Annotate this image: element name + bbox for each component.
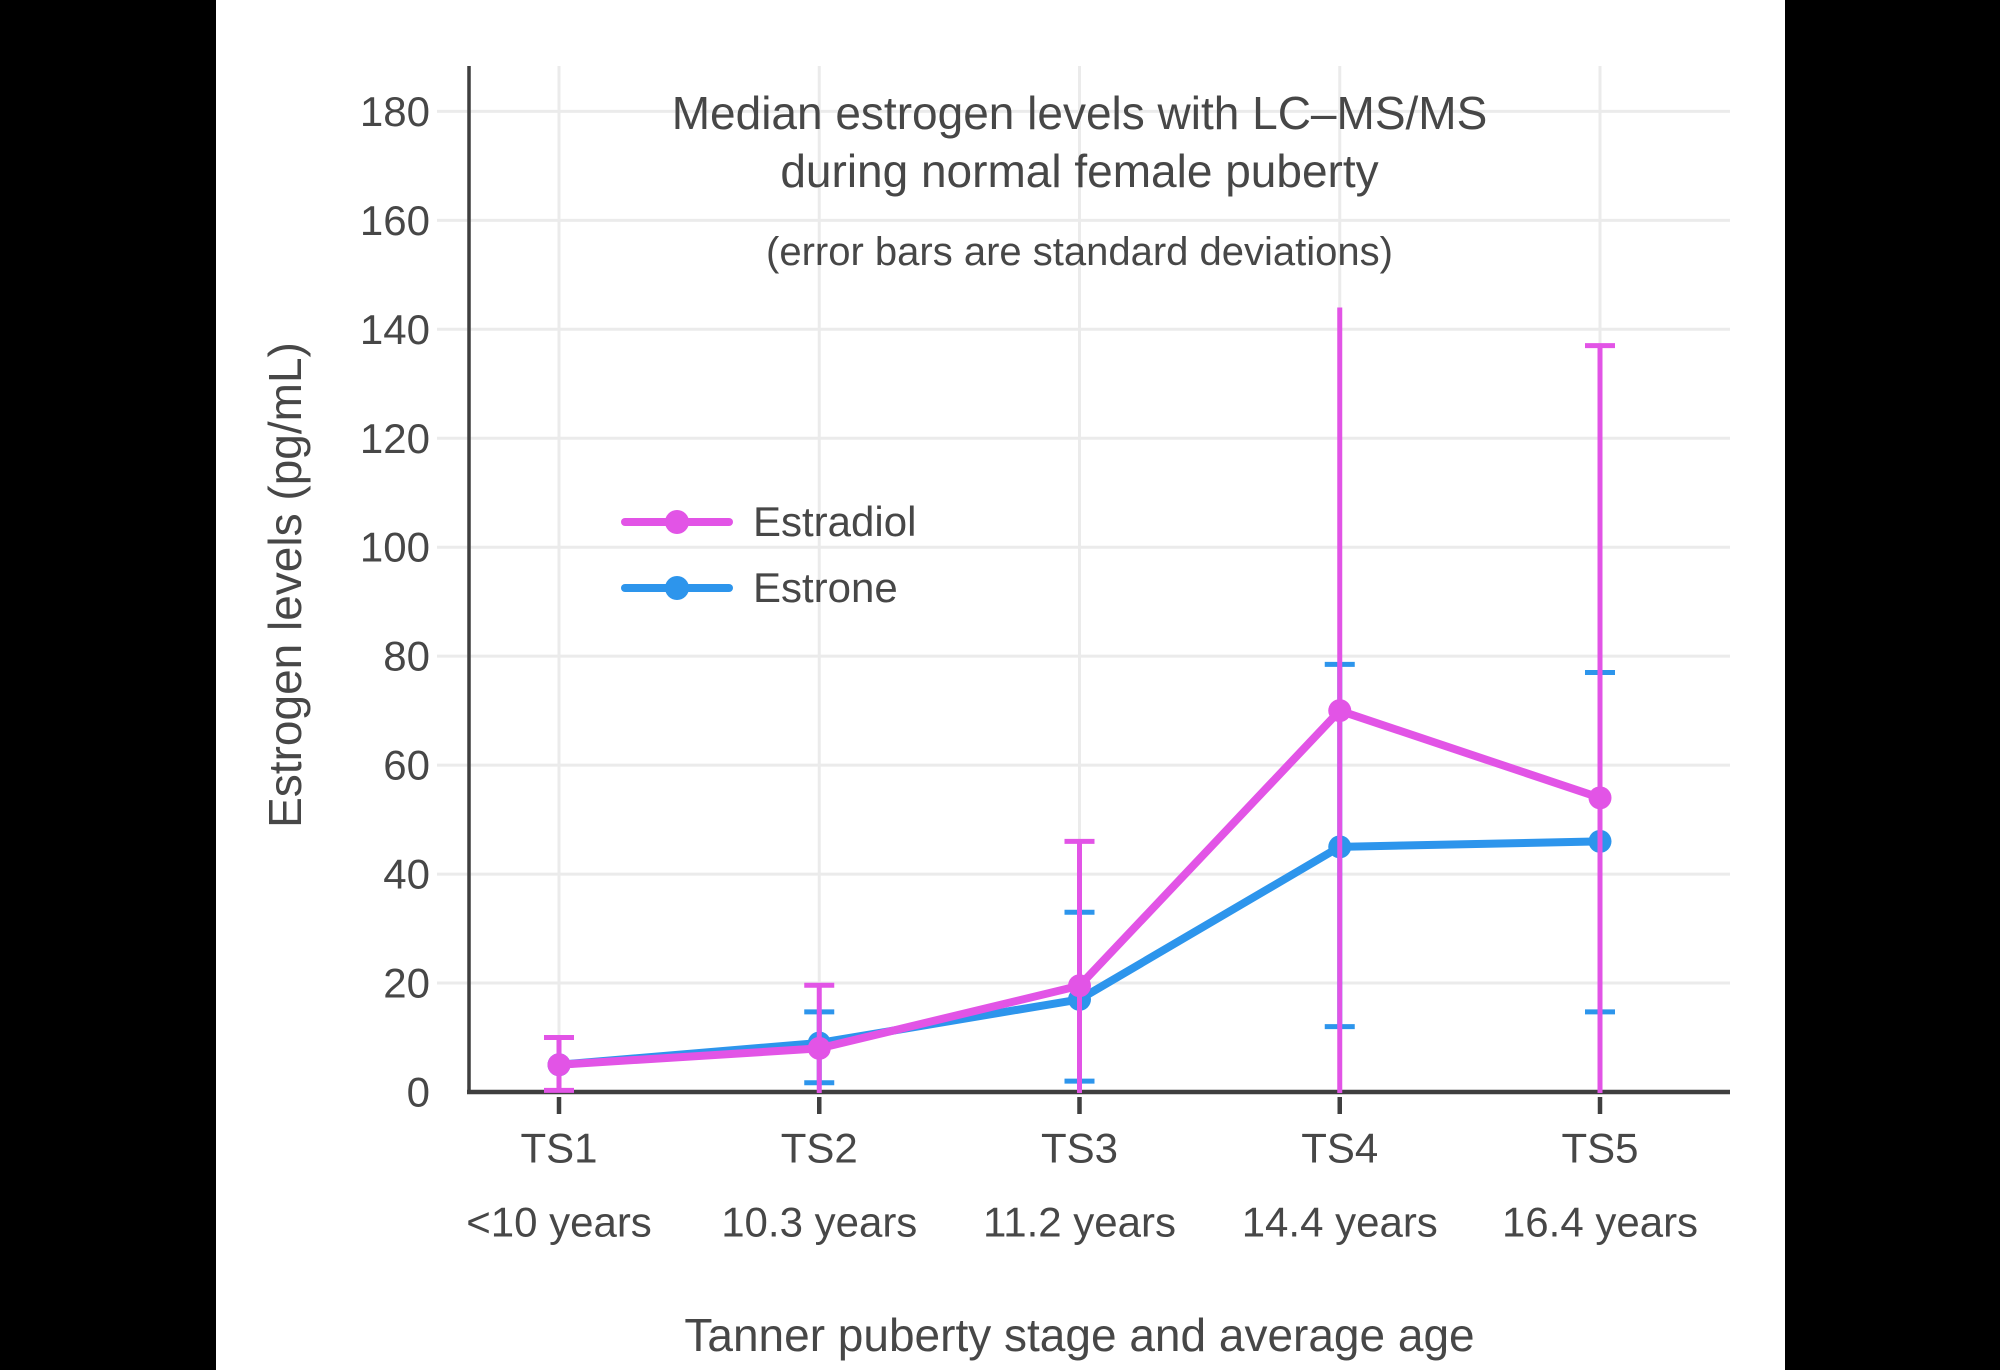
x-tick-label-TS3: TS3 (1041, 1125, 1118, 1172)
y-tick-label-80: 80 (383, 633, 430, 680)
x-tick-label-TS5: TS5 (1561, 1125, 1638, 1172)
x-age-label-TS4: 14.4 years (1242, 1199, 1438, 1246)
x-tick-label-TS4: TS4 (1301, 1125, 1378, 1172)
data-point-Estradiol-TS3 (1068, 974, 1091, 998)
x-tick-label-TS1: TS1 (520, 1125, 597, 1172)
y-tick-label-40: 40 (383, 851, 430, 898)
y-tick-label-100: 100 (360, 524, 430, 571)
data-point-Estradiol-TS2 (807, 1036, 831, 1060)
y-tick-label-140: 140 (360, 306, 430, 353)
y-tick-label-20: 20 (383, 960, 430, 1007)
data-point-Estradiol-TS4 (1328, 699, 1352, 723)
data-point-Estradiol-TS1 (547, 1053, 571, 1077)
x-age-label-TS2: 10.3 years (721, 1199, 917, 1246)
data-point-Estradiol-TS5 (1588, 786, 1612, 810)
y-tick-label-0: 0 (407, 1069, 430, 1116)
y-tick-label-160: 160 (360, 197, 430, 244)
chart-canvas: 0 20 40 60 80 100 120 140 160 180 TS1 <10 years TS2 1… (216, 0, 1785, 1370)
plot-svg: 0 20 40 60 80 100 120 140 160 180 TS1 <10 years TS2 1… (360, 66, 1730, 1246)
y-tick-label-120: 120 (360, 415, 430, 462)
y-tick-label-60: 60 (383, 742, 430, 789)
x-tick-label-TS2: TS2 (781, 1125, 858, 1172)
x-age-label-TS1: <10 years (466, 1199, 652, 1246)
x-age-label-TS5: 16.4 years (1502, 1199, 1698, 1246)
x-age-label-TS3: 11.2 years (983, 1199, 1176, 1246)
y-tick-label-180: 180 (360, 88, 430, 135)
